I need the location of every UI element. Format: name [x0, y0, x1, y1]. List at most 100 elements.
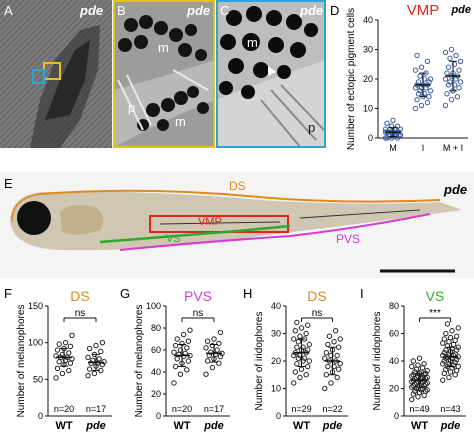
m-label-b1: m: [158, 40, 169, 55]
data-point: [412, 105, 419, 112]
data-point: [449, 355, 455, 361]
y-tick-label: 10: [363, 104, 373, 114]
data-point: [184, 367, 190, 373]
data-point: [456, 67, 462, 73]
y-tick-label: 60: [389, 329, 399, 339]
data-point: [180, 331, 187, 338]
panel-e-larva: DS VMP VS PVS E pde: [0, 172, 474, 278]
data-point: [444, 91, 450, 97]
data-point: [91, 370, 98, 377]
data-point: [410, 372, 416, 378]
y-tick-label: 20: [151, 389, 161, 399]
data-point: [171, 349, 177, 355]
label-c: C: [220, 3, 230, 18]
x-category-label: pde: [322, 420, 343, 432]
x-category-label: M: [389, 143, 397, 153]
y-tick-label: 50: [33, 374, 43, 384]
data-point: [93, 342, 99, 349]
vs-stripe-line: [99, 224, 291, 244]
data-point: [337, 361, 343, 367]
n-label: n=22: [322, 404, 342, 414]
data-point: [443, 330, 449, 337]
n-label: n=29: [291, 404, 311, 414]
data-point: [451, 61, 458, 67]
data-point: [409, 384, 415, 390]
x-category-label: pde: [440, 420, 461, 432]
data-point: [382, 126, 389, 132]
data-point: [66, 350, 72, 356]
data-point: [442, 49, 449, 56]
data-point: [427, 76, 434, 82]
data-point: [445, 64, 452, 70]
n-label: n=17: [204, 404, 224, 414]
chart-i-vs-iridophores: VS 0 20 40 60 80 Number of iridophores WT pde ***…: [372, 288, 466, 432]
larva-eye: [17, 201, 51, 235]
label-i: I: [360, 286, 364, 301]
data-point: [294, 319, 300, 326]
data-point: [444, 321, 451, 327]
data-point: [172, 363, 179, 370]
data-point: [457, 79, 464, 85]
data-point: [418, 64, 425, 70]
data-point: [441, 336, 448, 342]
data-point: [441, 350, 448, 356]
data-point: [451, 82, 458, 88]
data-point: [216, 360, 222, 366]
data-point: [416, 389, 423, 396]
data-point: [306, 358, 312, 364]
data-point: [337, 336, 343, 342]
data-point: [414, 96, 420, 103]
data-point: [334, 374, 340, 381]
data-point: [54, 347, 61, 353]
y-tick-label: 0: [38, 411, 43, 421]
data-point: [323, 372, 330, 378]
pde-label-a: pde: [80, 3, 104, 18]
label-f: F: [4, 286, 12, 301]
data-point: [211, 336, 217, 342]
data-point: [449, 328, 455, 334]
data-point: [416, 355, 423, 361]
sig-label: ns: [193, 308, 204, 319]
data-point: [295, 355, 302, 361]
pde-label-c: pde: [300, 3, 324, 18]
data-point: [176, 351, 182, 358]
data-point: [305, 322, 311, 328]
n-label: n=49: [409, 404, 429, 414]
data-point: [325, 341, 331, 348]
blue-box-marker: [32, 69, 45, 84]
x-category-label: WT: [55, 420, 72, 432]
y-tick-label: 20: [363, 74, 373, 84]
data-point: [447, 334, 454, 341]
data-point: [69, 332, 75, 339]
x-category-label: pde: [203, 420, 224, 432]
n-label: n=43: [440, 404, 460, 414]
data-point: [454, 94, 461, 100]
data-point: [67, 343, 74, 350]
data-point: [412, 67, 419, 73]
panel-b-micrograph: m p m B pde: [113, 0, 215, 148]
data-point: [393, 126, 399, 132]
y-axis-label: Number of melanophores: [16, 305, 27, 418]
sig-label: ns: [75, 308, 86, 319]
data-point: [174, 356, 180, 362]
data-point: [455, 325, 461, 331]
data-point: [209, 342, 216, 349]
pde-label-e: pde: [444, 182, 468, 197]
data-point: [423, 370, 429, 377]
data-point: [415, 362, 421, 368]
ds-label-e: DS: [229, 179, 246, 193]
chart-title: VMP: [407, 2, 440, 19]
label-h: H: [243, 286, 253, 301]
data-point: [390, 117, 396, 124]
panel-b-image: m p m: [113, 0, 215, 148]
data-point: [456, 85, 462, 91]
data-point: [295, 339, 302, 345]
x-category-label: pde: [85, 420, 106, 432]
data-point: [212, 351, 219, 358]
data-point: [292, 328, 298, 334]
data-point: [86, 366, 93, 372]
x-category-label: WT: [411, 420, 428, 432]
data-point: [444, 70, 450, 76]
data-point: [447, 55, 453, 62]
